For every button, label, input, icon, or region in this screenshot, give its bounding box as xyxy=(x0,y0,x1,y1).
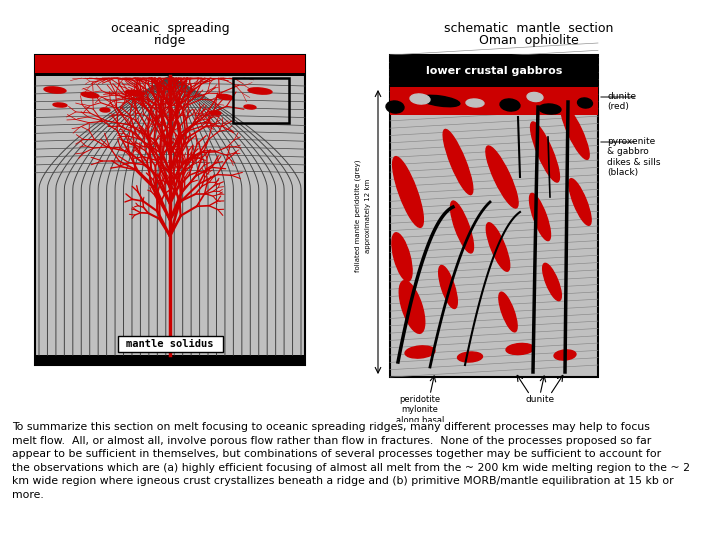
Bar xyxy=(233,78,289,123)
Ellipse shape xyxy=(451,201,474,253)
Bar xyxy=(35,55,305,73)
Text: mantle solidus: mantle solidus xyxy=(126,339,214,349)
Text: lower crustal gabbros: lower crustal gabbros xyxy=(426,66,562,76)
Ellipse shape xyxy=(53,103,67,107)
Ellipse shape xyxy=(392,233,412,281)
Ellipse shape xyxy=(531,122,559,182)
Ellipse shape xyxy=(400,281,425,333)
Ellipse shape xyxy=(244,105,256,109)
Ellipse shape xyxy=(209,111,221,115)
Ellipse shape xyxy=(420,96,460,107)
Ellipse shape xyxy=(543,264,562,301)
Ellipse shape xyxy=(125,90,145,96)
Text: schematic  mantle  section: schematic mantle section xyxy=(444,22,613,35)
Text: peridotite
mylonite
along basal
thrust: peridotite mylonite along basal thrust xyxy=(396,395,444,435)
Bar xyxy=(390,87,598,115)
Text: ridge: ridge xyxy=(154,34,186,47)
Ellipse shape xyxy=(554,350,576,360)
Bar xyxy=(35,73,305,76)
Bar xyxy=(35,55,305,365)
Bar xyxy=(390,55,598,377)
Ellipse shape xyxy=(561,105,589,159)
Ellipse shape xyxy=(386,101,404,113)
Ellipse shape xyxy=(569,179,591,225)
Ellipse shape xyxy=(506,343,534,355)
Ellipse shape xyxy=(392,157,423,227)
Text: Oman  ophiolite: Oman ophiolite xyxy=(479,34,579,47)
Ellipse shape xyxy=(100,108,110,112)
Ellipse shape xyxy=(44,87,66,93)
Text: dunite: dunite xyxy=(526,395,554,404)
Bar xyxy=(35,355,305,365)
Ellipse shape xyxy=(438,266,457,308)
Text: dunite
(red): dunite (red) xyxy=(607,92,636,111)
Ellipse shape xyxy=(529,193,551,241)
Text: approximately 12 km: approximately 12 km xyxy=(365,179,371,253)
Ellipse shape xyxy=(466,99,484,107)
Ellipse shape xyxy=(486,146,518,208)
Ellipse shape xyxy=(527,92,543,102)
Ellipse shape xyxy=(248,88,272,94)
Bar xyxy=(390,55,598,87)
Text: foliated mantle peridotite (grey): foliated mantle peridotite (grey) xyxy=(355,160,361,272)
Ellipse shape xyxy=(405,346,435,358)
Text: To summarize this section on melt focusing to oceanic spreading ridges, many dif: To summarize this section on melt focusi… xyxy=(12,422,690,500)
Ellipse shape xyxy=(486,223,510,271)
Ellipse shape xyxy=(577,98,593,108)
Ellipse shape xyxy=(410,94,430,104)
Ellipse shape xyxy=(443,130,473,194)
Ellipse shape xyxy=(539,104,561,114)
Text: pyroxenite
& gabbro
dikes & sills
(black): pyroxenite & gabbro dikes & sills (black… xyxy=(607,137,660,177)
Text: oceanic  spreading: oceanic spreading xyxy=(111,22,229,35)
Ellipse shape xyxy=(457,352,482,362)
Ellipse shape xyxy=(217,94,233,100)
Ellipse shape xyxy=(81,92,99,98)
Bar xyxy=(117,336,222,352)
Ellipse shape xyxy=(500,99,520,111)
Ellipse shape xyxy=(499,292,517,332)
